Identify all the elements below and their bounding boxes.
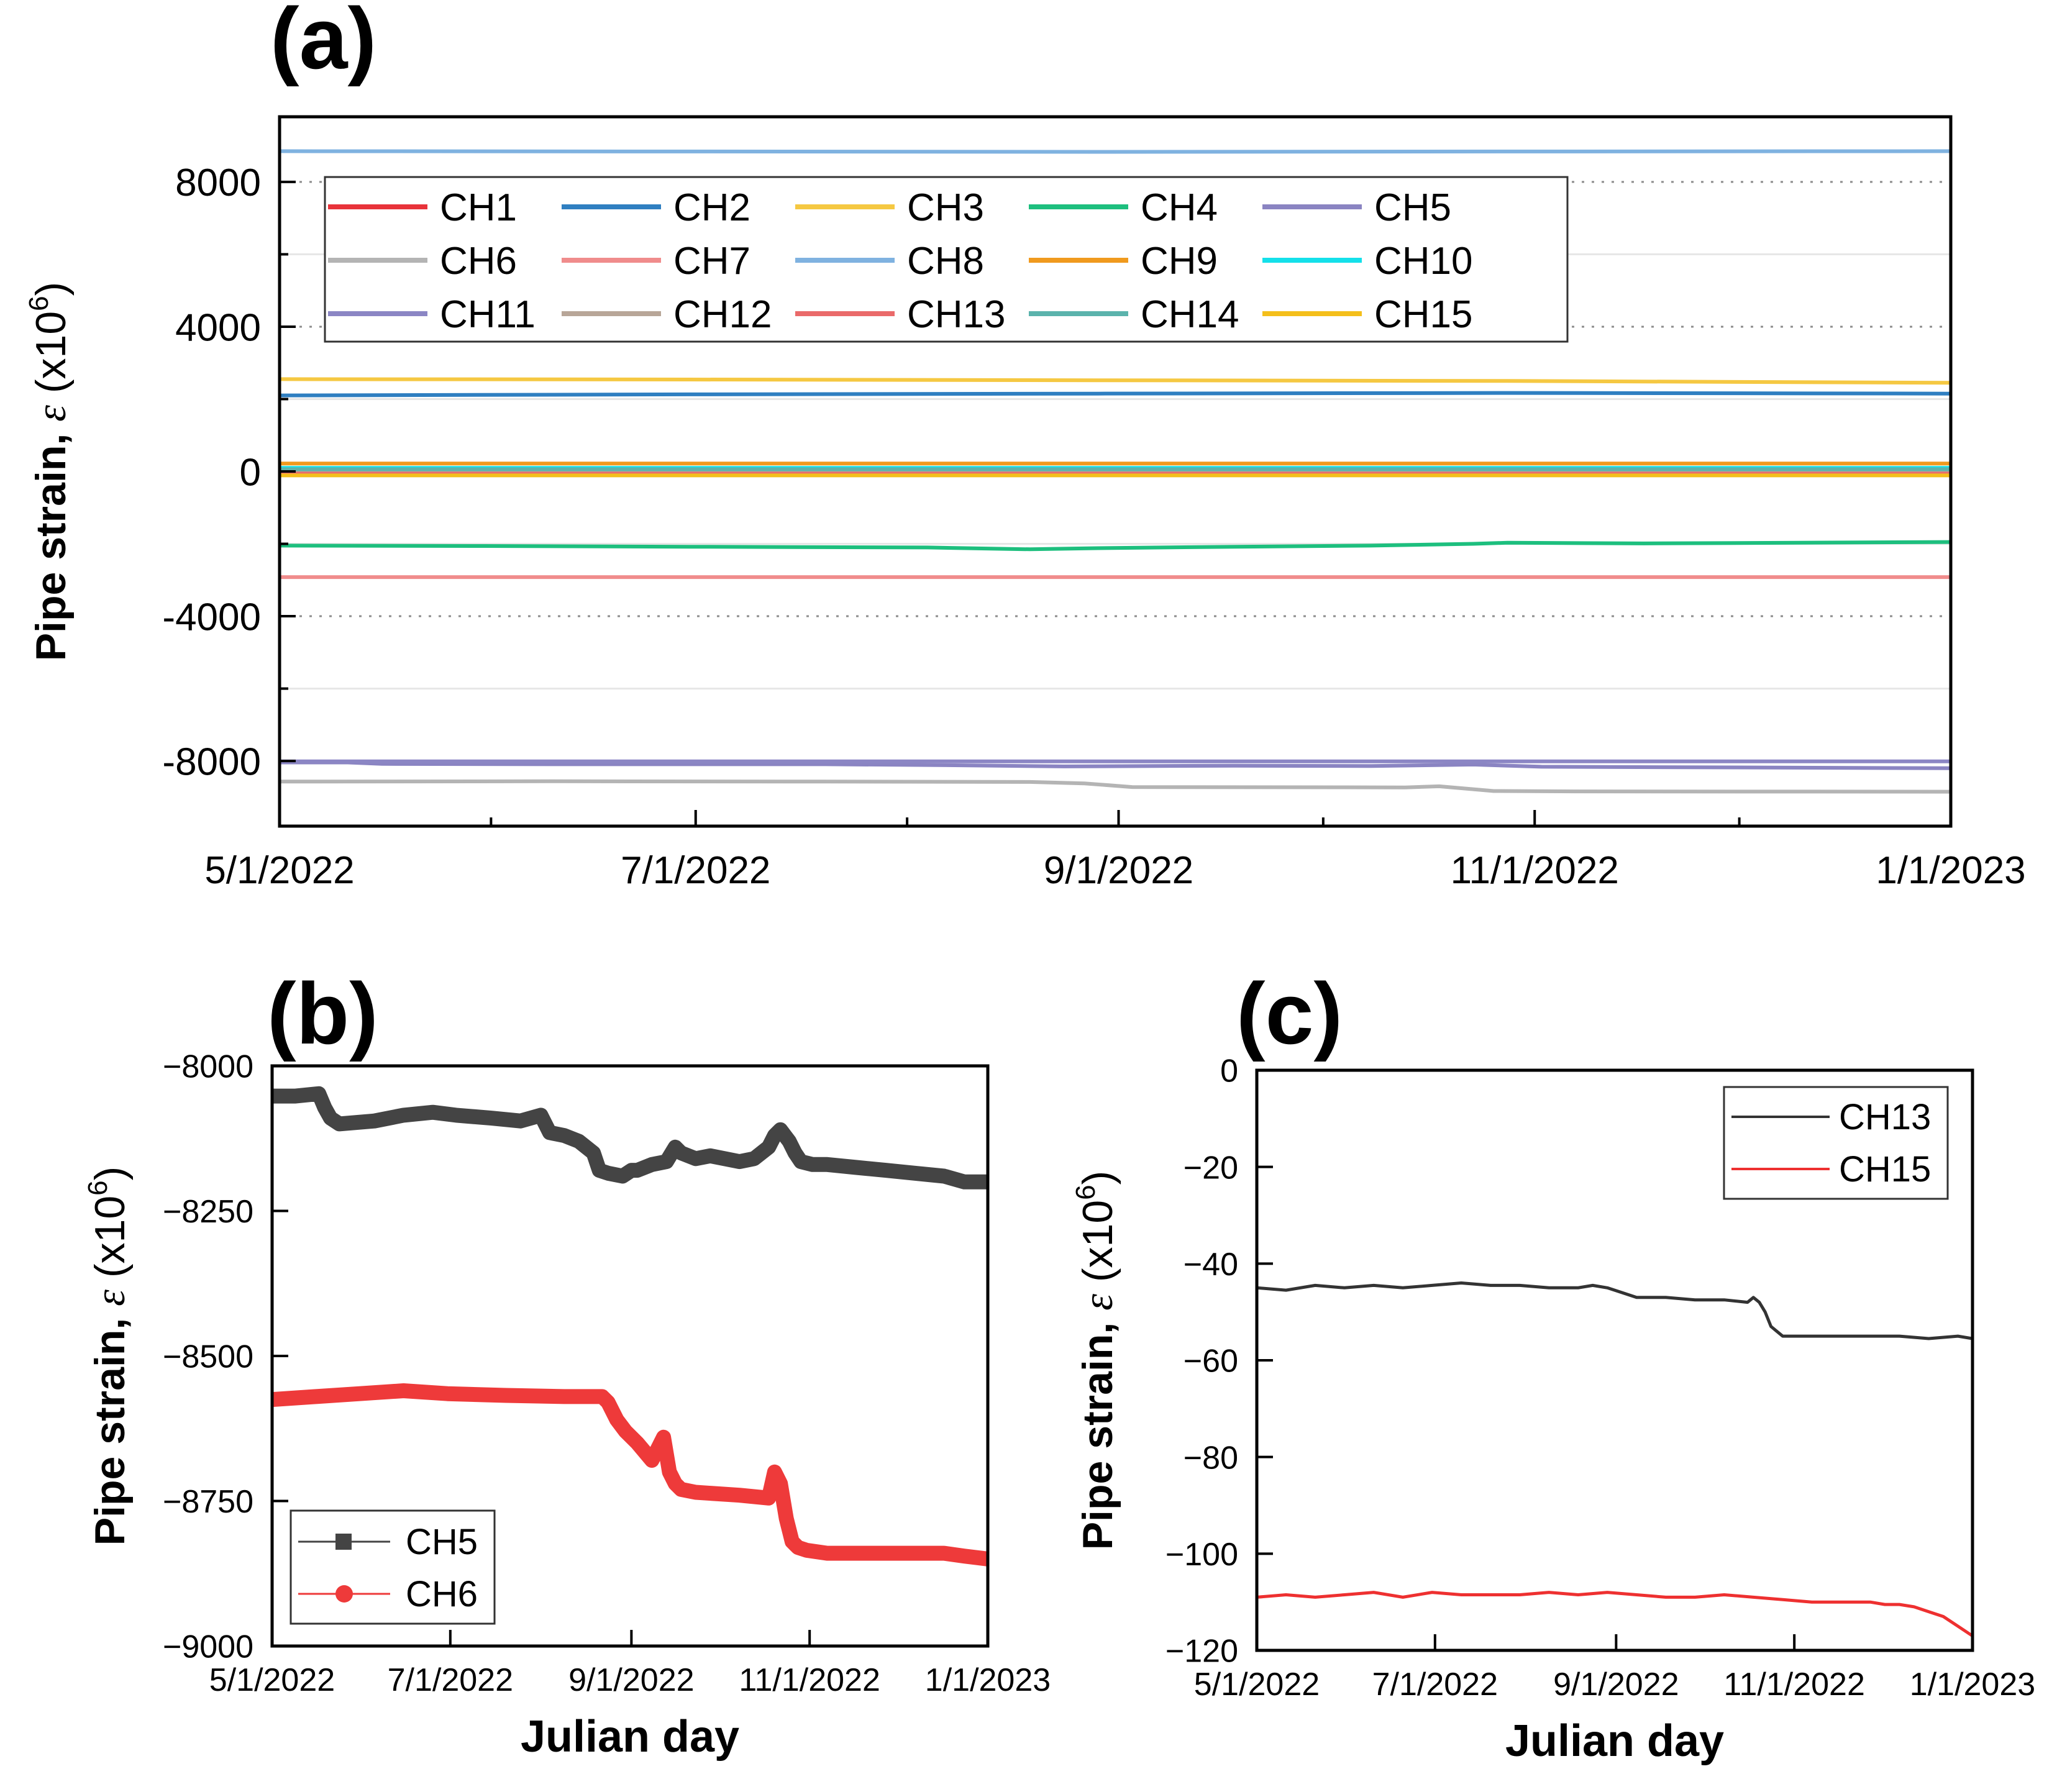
panel-a: (a) 5/1/2022 7/1/2022 9/1/2022 11/1/2022 1/1/… <box>24 0 2026 892</box>
legend-label-ch3: CH3 <box>907 186 984 229</box>
x-tick-label: 9/1/2022 <box>1044 849 1193 892</box>
legend-label-ch1: CH1 <box>440 186 517 229</box>
y-tick-label: −60 <box>1184 1344 1238 1380</box>
legend-label-ch6: CH6 <box>440 240 517 283</box>
y-axis-label-unit: (x10 <box>86 1196 134 1289</box>
y-tick-label: 4000 <box>175 306 261 349</box>
y-tick-label: −100 <box>1165 1537 1238 1573</box>
y-axis-label-symbol: ε <box>1074 1294 1121 1311</box>
y-tick-label: −9000 <box>163 1629 253 1665</box>
y-tick-label: −8750 <box>163 1484 253 1520</box>
legend-label-ch10: CH10 <box>1374 240 1473 283</box>
y-axis-label-main: Pipe strain, <box>1074 1311 1121 1550</box>
y-axis-label-symbol: ε <box>86 1289 134 1306</box>
series-line-ch5 <box>280 760 1951 770</box>
legend-marker-circle <box>335 1585 353 1603</box>
series-line-ch8 <box>280 149 1951 154</box>
x-tick-label: 11/1/2022 <box>739 1662 880 1698</box>
series-line-ch2 <box>280 391 1951 398</box>
y-axis-label: Pipe strain, ε (x106) <box>24 282 75 662</box>
legend-label-ch11: CH11 <box>440 293 536 336</box>
y-axis-label-close: ) <box>27 282 75 296</box>
legend-label-ch14: CH14 <box>1141 293 1239 336</box>
series-group <box>280 149 1951 794</box>
x-tick-label: 5/1/2022 <box>204 849 354 892</box>
y-axis-label-main: Pipe strain, <box>86 1306 134 1545</box>
y-axis-label-exp: 6 <box>1070 1185 1101 1199</box>
series-line-ch13 <box>1257 1281 1973 1340</box>
y-axis-label-unit: (x10 <box>27 311 75 405</box>
series-line-ch3 <box>280 377 1951 385</box>
legend-label-ch13: CH13 <box>907 293 1006 336</box>
legend-label-ch15: CH15 <box>1839 1149 1931 1189</box>
series-line-ch5 <box>272 1086 988 1189</box>
y-tick-label: 8000 <box>175 161 261 204</box>
x-tick-label: 1/1/2023 <box>925 1662 1051 1698</box>
legend-box <box>1723 1086 1949 1200</box>
y-tick-label: −8250 <box>163 1194 253 1230</box>
x-tick-label: 1/1/2023 <box>1910 1667 2035 1703</box>
x-axis-label: Julian day <box>521 1712 739 1762</box>
y-axis-label: Pipe strain, ε (x106) <box>83 1167 134 1546</box>
y-tick-label: 0 <box>1220 1053 1238 1089</box>
y-axis-label-symbol: ε <box>27 405 75 422</box>
y-axis-label-exp: 6 <box>83 1180 113 1195</box>
y-tick-label: −80 <box>1184 1440 1238 1476</box>
legend-label-ch12: CH12 <box>673 293 772 336</box>
y-tick-label: −40 <box>1184 1247 1238 1283</box>
series-line-ch4 <box>280 540 1951 552</box>
series-line-ch15 <box>1257 1591 1973 1638</box>
y-axis-label-main: Pipe strain, <box>27 422 75 661</box>
x-tick-label: 11/1/2022 <box>1723 1667 1864 1703</box>
x-tick-label: 9/1/2022 <box>568 1662 694 1698</box>
y-tick-label: -8000 <box>162 740 261 783</box>
series-group <box>272 1086 988 1567</box>
y-axis-label: Pipe strain, ε (x106) <box>1070 1171 1121 1550</box>
y-axis-label-close: ) <box>86 1167 134 1181</box>
series-group <box>1257 1281 1973 1638</box>
x-tick-label: 7/1/2022 <box>388 1662 513 1698</box>
legend-label-ch4: CH4 <box>1141 186 1218 229</box>
legend-label-ch6: CH6 <box>406 1574 478 1614</box>
x-tick-label: 11/1/2022 <box>1451 849 1619 892</box>
y-tick-label: −8000 <box>163 1049 253 1085</box>
y-axis-label-exp: 6 <box>24 296 54 311</box>
y-tick-label: −8500 <box>163 1339 253 1375</box>
legend-marker-square <box>335 1534 352 1550</box>
legend-box <box>290 1509 496 1625</box>
series-line-ch6 <box>272 1383 988 1567</box>
y-tick-label: -4000 <box>162 596 261 639</box>
x-tick-label: 9/1/2022 <box>1553 1667 1679 1703</box>
legend-label-ch15: CH15 <box>1374 293 1473 336</box>
y-axis-label-close: ) <box>1074 1171 1121 1185</box>
legend-label-ch5: CH5 <box>406 1522 478 1562</box>
x-tick-label: 5/1/2022 <box>209 1662 335 1698</box>
y-tick-label: 0 <box>240 451 261 494</box>
series-line-ch6 <box>280 779 1951 794</box>
legend-label-ch5: CH5 <box>1374 186 1451 229</box>
panel-b: (b) 5/1/2022 7/1/2022 9/1/2022 11/1/2022 1/1/… <box>83 965 1051 1762</box>
legend-label-ch13: CH13 <box>1839 1097 1931 1137</box>
legend-label-ch2: CH2 <box>673 186 750 229</box>
legend-label-ch8: CH8 <box>907 240 984 283</box>
panel-label: (c) <box>1236 965 1343 1062</box>
panel-c: (c) 5/1/2022 7/1/2022 9/1/2022 11/1/2022 1/1/… <box>1070 965 2035 1766</box>
x-axis-label: Julian day <box>1505 1716 1724 1766</box>
panel-label: (a) <box>270 0 376 87</box>
panel-label: (b) <box>267 965 378 1062</box>
legend-label-ch9: CH9 <box>1141 240 1218 283</box>
y-axis-label-unit: (x10 <box>1074 1200 1121 1294</box>
x-tick-label: 5/1/2022 <box>1194 1667 1320 1703</box>
y-tick-label: −20 <box>1184 1150 1238 1186</box>
legend-label-ch7: CH7 <box>673 240 750 283</box>
x-tick-label: 7/1/2022 <box>621 849 770 892</box>
x-tick-label: 1/1/2023 <box>1876 849 2025 892</box>
x-tick-label: 7/1/2022 <box>1372 1667 1498 1703</box>
y-tick-label: −120 <box>1165 1634 1238 1670</box>
